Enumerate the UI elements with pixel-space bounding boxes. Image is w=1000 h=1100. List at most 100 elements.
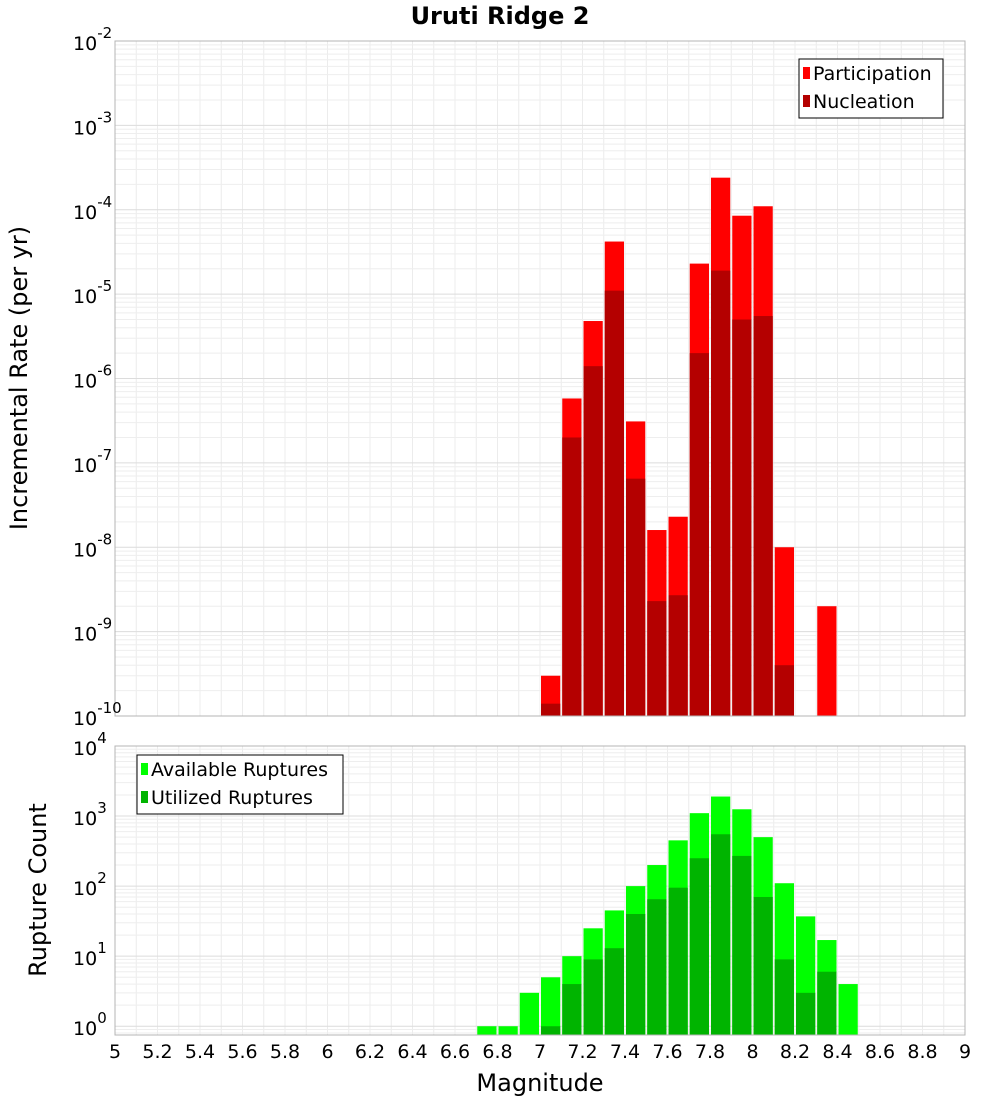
y-tick-label: 10-5 bbox=[73, 277, 112, 308]
bar-utilized-ruptures bbox=[774, 959, 794, 1035]
y-tick-exponent: -9 bbox=[97, 615, 112, 633]
bar-nucleation bbox=[711, 270, 731, 716]
chart-title: Uruti Ridge 2 bbox=[411, 2, 590, 30]
bottom-plot-bars bbox=[477, 796, 858, 1035]
y-tick-base: 10 bbox=[73, 948, 97, 970]
bar-available-ruptures bbox=[519, 992, 539, 1035]
x-tick-label: 7.8 bbox=[695, 1041, 725, 1063]
y-tick-base: 10 bbox=[73, 1018, 97, 1040]
y-tick-exponent: -3 bbox=[97, 108, 112, 126]
y-tick-label: 10-3 bbox=[73, 108, 112, 139]
y-tick-label: 103 bbox=[73, 799, 107, 830]
y-tick-exponent: -4 bbox=[97, 193, 112, 211]
legend-swatch bbox=[803, 67, 810, 79]
bottom-plot-frame bbox=[114, 745, 966, 1036]
y-tick-exponent: -10 bbox=[97, 699, 122, 717]
y-tick-exponent: -7 bbox=[97, 446, 112, 464]
x-tick-label: 8.4 bbox=[822, 1041, 852, 1063]
bar-nucleation bbox=[732, 319, 752, 716]
top-plot-frame bbox=[114, 40, 966, 717]
bar-nucleation bbox=[626, 478, 646, 716]
bar-available-ruptures bbox=[541, 977, 561, 1035]
x-tick-label: 7.2 bbox=[567, 1041, 597, 1063]
top-plot-gridlines bbox=[114, 40, 966, 717]
x-tick-label: 6.4 bbox=[397, 1041, 427, 1063]
y-tick-base: 10 bbox=[73, 708, 97, 730]
x-tick-label: 8.6 bbox=[865, 1041, 895, 1063]
y-tick-exponent: -2 bbox=[97, 24, 112, 42]
bar-nucleation bbox=[562, 437, 582, 716]
x-tick-label: 7.6 bbox=[652, 1041, 682, 1063]
x-tick-label: 7.4 bbox=[610, 1041, 640, 1063]
y-tick-label: 100 bbox=[73, 1009, 107, 1040]
y-tick-label: 10-2 bbox=[73, 24, 112, 55]
y-tick-base: 10 bbox=[73, 808, 97, 830]
x-tick-label: 7 bbox=[534, 1041, 546, 1063]
x-tick-label: 5.4 bbox=[185, 1041, 215, 1063]
bar-nucleation bbox=[583, 366, 603, 716]
bar-utilized-ruptures bbox=[604, 948, 624, 1035]
top-y-axis-title: Incremental Rate (per yr) bbox=[5, 226, 33, 530]
legend-swatch bbox=[141, 763, 148, 775]
bar-utilized-ruptures bbox=[541, 1026, 561, 1035]
y-tick-base: 10 bbox=[73, 624, 97, 646]
top-y-tick-labels: 10-210-310-410-510-610-710-810-910-10 bbox=[73, 24, 122, 730]
bar-nucleation bbox=[668, 595, 688, 716]
bottom-legend: Available Ruptures Utilized Ruptures bbox=[136, 754, 344, 815]
y-tick-label: 10-7 bbox=[73, 446, 112, 477]
y-tick-exponent: -6 bbox=[97, 362, 112, 380]
bar-available-ruptures bbox=[498, 1026, 518, 1035]
y-tick-base: 10 bbox=[73, 738, 97, 760]
y-tick-exponent: 2 bbox=[97, 869, 107, 887]
legend-label: Nucleation bbox=[813, 91, 915, 113]
y-tick-exponent: 0 bbox=[97, 1009, 107, 1027]
bar-participation bbox=[817, 606, 837, 716]
x-tick-labels: 5 5.2 5.4 5.6 5.8 6 6.2 6.4 6.6 6.8 7 7.2 7.4 7.6 7.8 8… bbox=[109, 1041, 971, 1063]
y-tick-base: 10 bbox=[73, 117, 97, 139]
x-tick-label: 5.8 bbox=[270, 1041, 300, 1063]
y-tick-exponent: 3 bbox=[97, 799, 107, 817]
bar-nucleation bbox=[647, 601, 667, 716]
legend-swatch bbox=[141, 791, 148, 803]
legend-label: Available Ruptures bbox=[151, 759, 328, 781]
x-tick-label: 5.6 bbox=[227, 1041, 257, 1063]
bar-utilized-ruptures bbox=[817, 971, 837, 1035]
bar-utilized-ruptures bbox=[753, 896, 773, 1035]
x-tick-label: 8.2 bbox=[780, 1041, 810, 1063]
bar-nucleation bbox=[753, 316, 773, 716]
y-tick-label: 10-9 bbox=[73, 615, 112, 646]
x-tick-label: 5 bbox=[109, 1041, 121, 1063]
x-tick-label: 6.8 bbox=[482, 1041, 512, 1063]
bar-utilized-ruptures bbox=[711, 834, 731, 1035]
bar-nucleation bbox=[774, 665, 794, 716]
y-tick-label: 10-6 bbox=[73, 362, 112, 393]
bar-utilized-ruptures bbox=[562, 984, 582, 1035]
bar-available-ruptures bbox=[477, 1026, 497, 1035]
x-tick-label: 6 bbox=[321, 1041, 333, 1063]
x-axis-title: Magnitude bbox=[476, 1069, 603, 1097]
bar-nucleation bbox=[689, 353, 709, 716]
legend-swatch bbox=[803, 95, 810, 107]
y-tick-label: 10-8 bbox=[73, 530, 112, 561]
x-tick-label: 9 bbox=[959, 1041, 971, 1063]
top-legend: Participation Nucleation bbox=[798, 58, 944, 119]
y-tick-base: 10 bbox=[73, 371, 97, 393]
y-tick-label: 10-4 bbox=[73, 193, 112, 224]
x-tick-label: 8.8 bbox=[907, 1041, 937, 1063]
bar-utilized-ruptures bbox=[668, 887, 688, 1035]
x-tick-label: 5.2 bbox=[142, 1041, 172, 1063]
y-tick-exponent: 1 bbox=[97, 939, 107, 957]
y-tick-base: 10 bbox=[73, 286, 97, 308]
bar-utilized-ruptures bbox=[732, 855, 752, 1035]
y-tick-label: 101 bbox=[73, 939, 107, 970]
y-tick-label: 104 bbox=[73, 729, 107, 760]
x-tick-label: 6.6 bbox=[440, 1041, 470, 1063]
x-tick-label: 6.2 bbox=[355, 1041, 385, 1063]
y-tick-base: 10 bbox=[73, 33, 97, 55]
y-tick-base: 10 bbox=[73, 539, 97, 561]
bar-nucleation bbox=[541, 703, 561, 716]
y-tick-exponent: 4 bbox=[97, 729, 107, 747]
y-tick-base: 10 bbox=[73, 455, 97, 477]
